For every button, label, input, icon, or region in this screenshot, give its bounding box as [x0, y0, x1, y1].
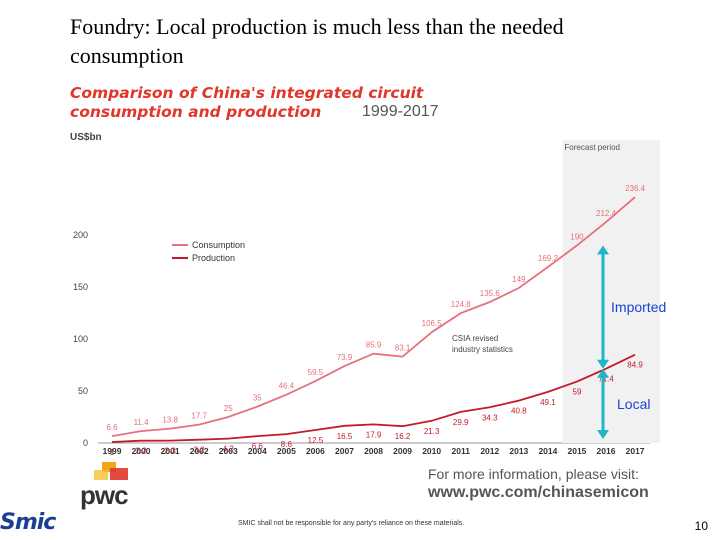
- data-label-consumption: 6.6: [106, 423, 118, 432]
- data-label-consumption: 190: [570, 232, 584, 241]
- data-label-production: 34.3: [482, 413, 498, 422]
- x-tick-label: 2010: [422, 446, 441, 456]
- pwc-url-link[interactable]: www.pwc.com/chinasemicon: [428, 484, 649, 501]
- more-info-text: For more information, please visit:: [428, 466, 639, 482]
- data-label-consumption: 17.7: [191, 412, 207, 421]
- pwc-logo-blocks: [94, 462, 128, 480]
- data-label-production: 29.9: [453, 418, 469, 427]
- x-tick-label: 2002: [190, 446, 209, 456]
- chart-heading-line1: Comparison of China's integrated circuit: [70, 84, 424, 102]
- data-label-production: 2.2: [135, 447, 147, 456]
- data-label-consumption: 135.6: [480, 289, 501, 298]
- series-line-production: [111, 353, 636, 443]
- data-label-production: 17.9: [366, 430, 382, 439]
- legend: Consumption Production: [172, 240, 245, 263]
- data-label-production: 12.5: [308, 436, 324, 445]
- data-label-production: 16.2: [395, 432, 411, 441]
- x-tick-label: 2006: [306, 446, 325, 456]
- data-label-production: 84.9: [627, 361, 643, 370]
- data-label-consumption: 35: [253, 394, 262, 403]
- x-tick-label: 2016: [597, 446, 616, 456]
- data-label-production: 6.6: [252, 442, 264, 451]
- x-tick-label: 2011: [451, 446, 470, 456]
- page-number: 10: [694, 519, 708, 533]
- data-label-production: 59: [573, 388, 582, 397]
- forecast-label: Forecast period: [564, 143, 620, 152]
- smic-logo: Smic: [0, 510, 56, 535]
- x-tick-label: 2017: [626, 446, 645, 456]
- y-unit-label: US$bn: [70, 132, 102, 143]
- x-tick-label: 2000: [132, 446, 151, 456]
- slide-title: Foundry: Local production is much less t…: [70, 14, 564, 68]
- disclaimer-text: SMIC shall not be responsible for any pa…: [238, 520, 465, 527]
- data-label-consumption: 149: [512, 275, 526, 284]
- data-labels: 6.6 11.4 13.8 17.7 25 35 46.4 59.5 73.9 85.9 83.1 1…: [106, 184, 645, 457]
- pwc-logo-mark: [80, 462, 140, 487]
- legend-label-consumption: Consumption: [192, 240, 245, 250]
- data-label-consumption: 13.8: [162, 416, 178, 425]
- x-tick-label: 2012: [480, 446, 499, 456]
- data-label-production: 71.4: [598, 375, 614, 384]
- data-label-production: 21.3: [424, 427, 440, 436]
- imported-arrow-head-up: [597, 245, 610, 255]
- x-tick-label: 2001: [161, 446, 180, 456]
- local-arrow-head-up: [597, 368, 610, 378]
- pwc-logo-text: pwc: [80, 480, 129, 510]
- data-label-consumption: 124.8: [451, 300, 472, 309]
- legend-label-production: Production: [192, 253, 235, 263]
- x-tick-label: 2015: [567, 446, 586, 456]
- data-label-consumption: 212.4: [596, 209, 617, 218]
- series-line-consumption: [111, 196, 636, 437]
- x-tick-label: 2008: [364, 446, 383, 456]
- chart-years: 1999-2017: [362, 103, 439, 120]
- chart-heading: Comparison of China's integrated circuit…: [70, 84, 423, 122]
- x-tick-label: 2004: [248, 446, 267, 456]
- imported-arrow-head-down: [597, 359, 610, 369]
- data-label-consumption: 85.9: [366, 341, 382, 350]
- data-label-production: 3.2: [194, 446, 206, 455]
- data-label-production: 2.3: [165, 447, 177, 456]
- chart-heading-line2: consumption and production: [70, 103, 322, 121]
- x-tick-label: 2013: [509, 446, 528, 456]
- y-tick-label: 50: [78, 386, 88, 396]
- x-tick-label: 2003: [219, 446, 238, 456]
- data-label-production: 16.5: [337, 432, 353, 441]
- data-label-production: 1: [110, 448, 115, 457]
- x-tick-label: 2014: [538, 446, 557, 456]
- data-label-consumption: 83.1: [395, 344, 411, 353]
- y-tick-label: 200: [73, 230, 88, 240]
- data-label-production: 40.8: [511, 407, 527, 416]
- y-tick-label: 150: [73, 282, 88, 292]
- x-axis-ticks: 1999 2000 2001 2002 2003 2004 2005 2006 2007 2008…: [103, 446, 645, 456]
- data-label-consumption: 46.4: [279, 382, 295, 391]
- x-tick-label: 2009: [393, 446, 412, 456]
- local-arrow-head-down: [597, 430, 610, 439]
- data-label-production: 49.1: [540, 398, 556, 407]
- series-lines: [111, 196, 636, 443]
- y-tick-label: 0: [83, 438, 88, 448]
- data-label-consumption: 106.5: [422, 319, 443, 328]
- forecast-region: [562, 140, 660, 443]
- data-label-consumption: 73.9: [337, 353, 353, 362]
- y-tick-label: 100: [73, 334, 88, 344]
- data-label-consumption: 169.2: [538, 254, 559, 263]
- local-label: Local: [617, 396, 650, 412]
- annotations: CSIA revised industry statistics Imported L…: [452, 245, 666, 439]
- data-label-production: 4.2: [223, 445, 235, 454]
- x-tick-label: 2007: [335, 446, 354, 456]
- data-label-consumption: 59.5: [308, 368, 324, 377]
- csia-note-line2: industry statistics: [452, 345, 513, 354]
- x-tick-label: 1999: [103, 446, 122, 456]
- forecast-shading: Forecast period: [562, 140, 660, 443]
- y-axis-ticks: 0 50 100 150 200: [73, 230, 88, 448]
- data-label-consumption: 11.4: [134, 418, 150, 427]
- csia-note-line1: CSIA revised: [452, 334, 498, 343]
- imported-label: Imported: [611, 299, 666, 315]
- data-label-consumption: 25: [224, 404, 233, 413]
- data-label-production: 8.6: [281, 440, 293, 449]
- data-label-consumption: 236.4: [625, 184, 646, 193]
- x-tick-label: 2005: [277, 446, 296, 456]
